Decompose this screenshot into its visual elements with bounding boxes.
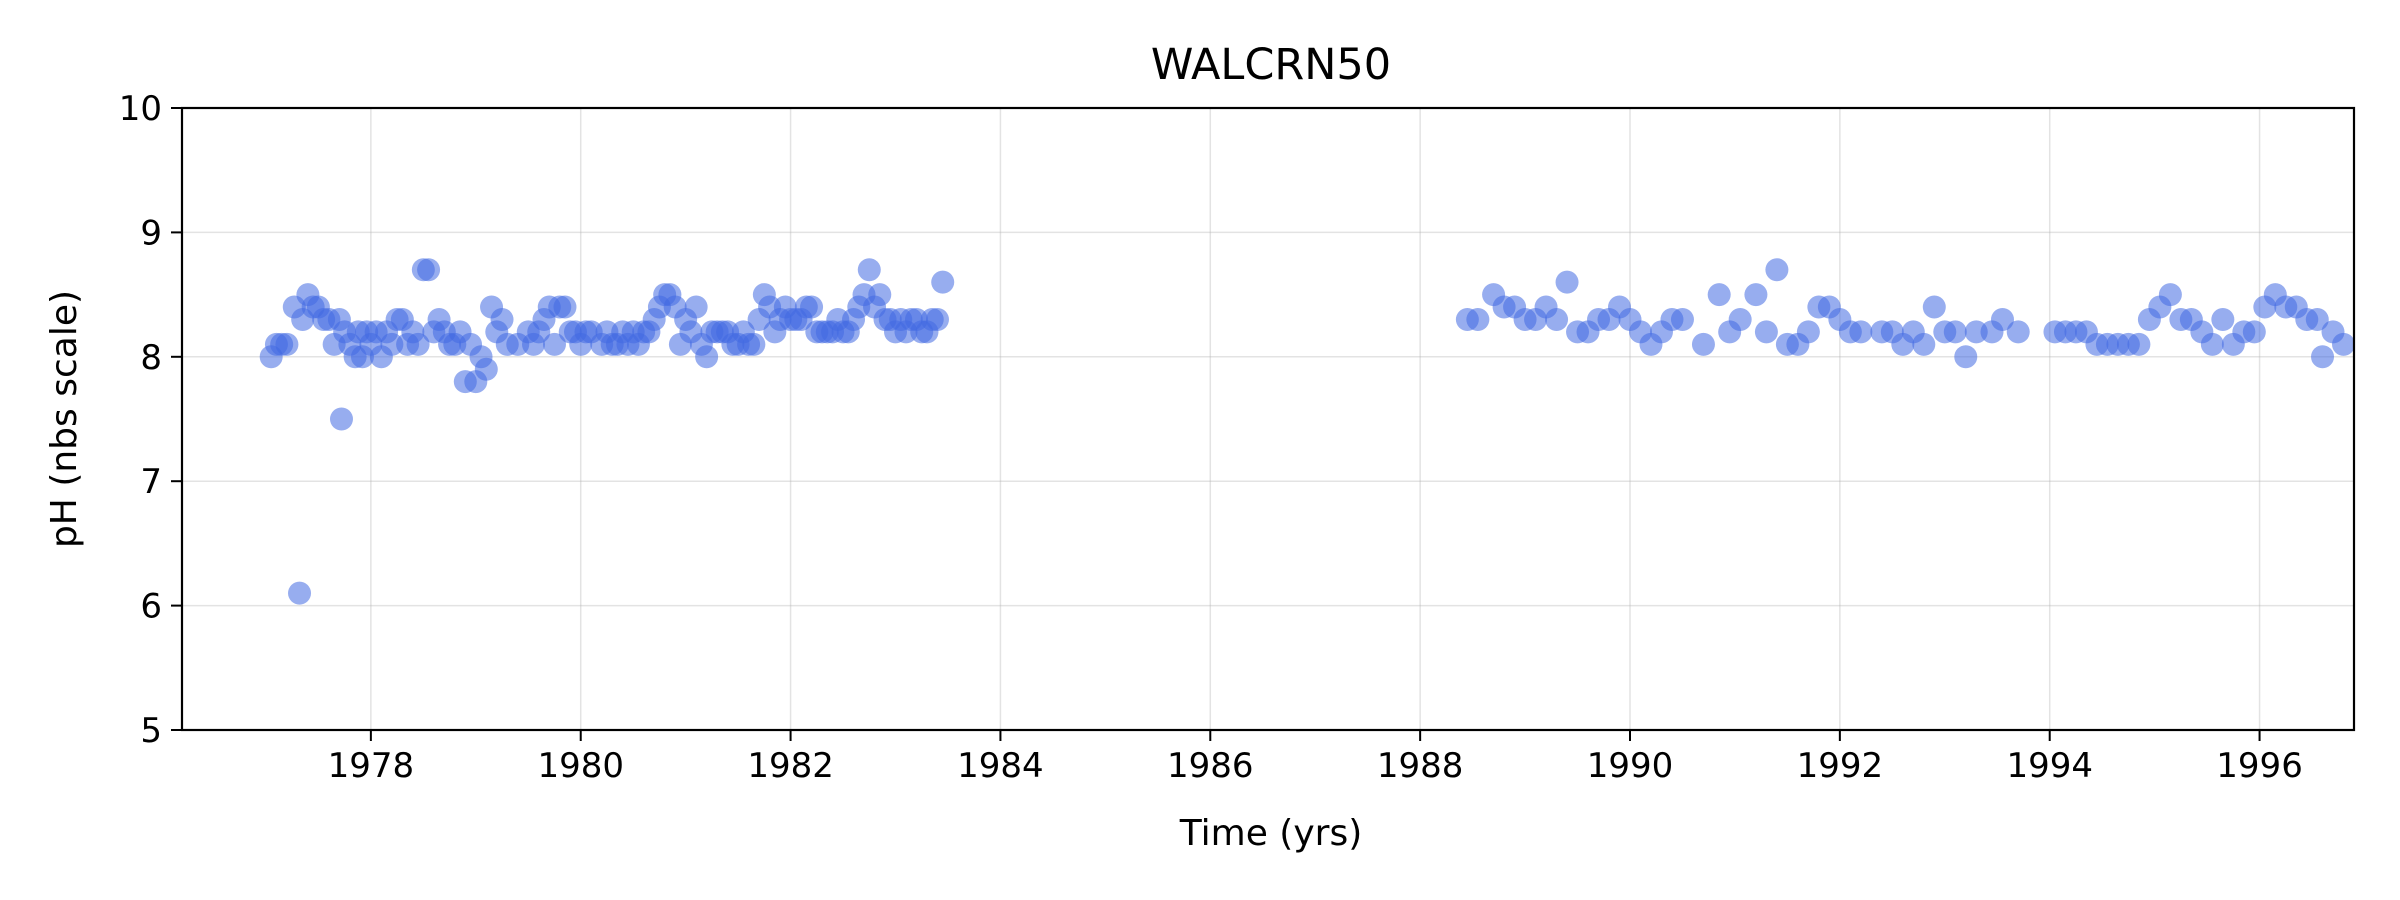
data-point [857, 258, 881, 282]
data-point [2332, 332, 2356, 356]
x-tick-label: 1990 [1587, 746, 1674, 786]
y-tick-label: 9 [140, 213, 162, 253]
x-tick-label: 1996 [2216, 746, 2303, 786]
y-tick-label: 5 [140, 711, 162, 751]
data-point [474, 357, 498, 381]
x-tick-label: 1994 [2006, 746, 2093, 786]
data-point [931, 270, 955, 294]
data-point [275, 332, 299, 356]
data-point [490, 307, 514, 331]
data-point [553, 295, 577, 319]
y-tick-label: 7 [140, 462, 162, 502]
data-points [259, 258, 2356, 605]
x-tick-label: 1988 [1377, 746, 1464, 786]
data-point [1707, 283, 1731, 307]
x-axis-label: Time (yrs) [1179, 813, 1363, 854]
data-point [380, 332, 404, 356]
data-point [2305, 307, 2329, 331]
x-tick-label: 1984 [957, 746, 1044, 786]
data-point [695, 345, 719, 369]
x-axis-ticks: 1978 1980 1982 1984 1986 1988 1990 1992 1994 1996 [328, 730, 2303, 786]
data-point [1796, 320, 1820, 344]
data-point [925, 307, 949, 331]
y-tick-label: 10 [119, 89, 162, 129]
y-axis-ticks: 5 6 7 8 9 10 [119, 89, 182, 751]
data-point [1765, 258, 1789, 282]
data-point [1954, 345, 1978, 369]
x-tick-label: 1992 [1797, 746, 1884, 786]
x-tick-label: 1978 [328, 746, 415, 786]
x-tick-label: 1986 [1167, 746, 1254, 786]
data-point [1912, 332, 1936, 356]
data-point [2311, 345, 2335, 369]
data-point [1990, 307, 2014, 331]
data-point [1555, 270, 1579, 294]
y-tick-label: 8 [140, 338, 162, 378]
data-point [1922, 295, 1946, 319]
data-point [1964, 320, 1988, 344]
x-tick-label: 1982 [747, 746, 834, 786]
chart-title: WALCRN50 [1151, 40, 1391, 90]
data-point [1754, 320, 1778, 344]
data-point [1545, 307, 1569, 331]
y-tick-label: 6 [140, 587, 162, 627]
data-point [2200, 332, 2224, 356]
data-point [2158, 283, 2182, 307]
data-point [542, 332, 566, 356]
data-point [2006, 320, 2030, 344]
data-point [1728, 307, 1752, 331]
data-point [1744, 283, 1768, 307]
data-point [2127, 332, 2151, 356]
data-point [1849, 320, 1873, 344]
data-point [2242, 320, 2266, 344]
data-point [1943, 320, 1967, 344]
data-point [288, 581, 312, 605]
data-point [868, 283, 892, 307]
data-point [742, 332, 766, 356]
data-point [800, 295, 824, 319]
data-point [2211, 307, 2235, 331]
data-point [1670, 307, 1694, 331]
data-point [1466, 307, 1490, 331]
plot-frame [180, 106, 2356, 732]
data-point [417, 258, 441, 282]
data-point [1691, 332, 1715, 356]
data-point [329, 407, 353, 431]
y-axis-label: pH (nbs scale) [44, 290, 85, 548]
data-point [406, 332, 430, 356]
x-tick-label: 1980 [537, 746, 624, 786]
data-point [684, 295, 708, 319]
